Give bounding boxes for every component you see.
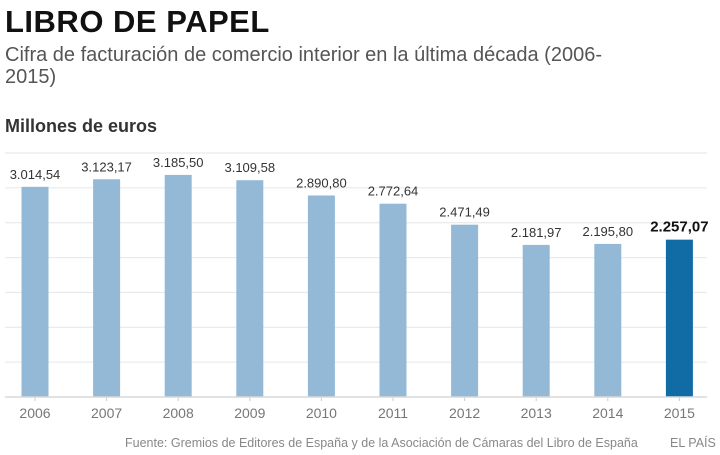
chart-title: LIBRO DE PAPEL [5,4,270,39]
data-label: 3.123,17 [81,159,132,174]
x-tick-label: 2013 [521,405,552,421]
source-note: Fuente: Gremios de Editores de España y … [125,436,638,450]
bar-2009 [236,180,264,397]
data-label: 3.109,58 [224,160,275,175]
x-tick-label: 2010 [306,405,337,421]
x-tick-label: 2011 [378,405,408,421]
chart-subtitle: Cifra de facturación de comercio interio… [5,44,602,88]
x-tick-label: 2009 [234,405,265,421]
data-label: 2.471,49 [439,205,490,220]
bar-2008 [164,174,192,397]
data-label: 2.195,80 [582,224,633,239]
unit-label: Millones de euros [5,116,158,136]
bar-2014 [594,243,622,397]
data-label: 2.181,97 [511,225,562,240]
bar-2013 [522,244,550,397]
bar-2011 [379,203,407,397]
x-tick-label: 2006 [19,405,50,421]
x-tick-label: 2008 [163,405,194,421]
bar-2007 [93,179,121,397]
x-tick-label: 2007 [91,405,122,421]
bar-2006 [21,186,49,397]
bar-2010 [307,195,335,397]
x-tick-label: 2015 [664,405,695,421]
bar-2012 [451,224,479,397]
x-tick-label: 2014 [592,405,623,421]
data-label: 2.257,07 [650,219,708,236]
brand-label: EL PAÍS [670,436,716,450]
data-label: 3.014,54 [10,167,61,182]
bar-2015 [665,239,693,397]
data-label: 3.185,50 [153,155,204,170]
x-tick-label: 2012 [449,405,480,421]
data-label: 2.890,80 [296,175,347,190]
data-label: 2.772,64 [368,184,419,199]
